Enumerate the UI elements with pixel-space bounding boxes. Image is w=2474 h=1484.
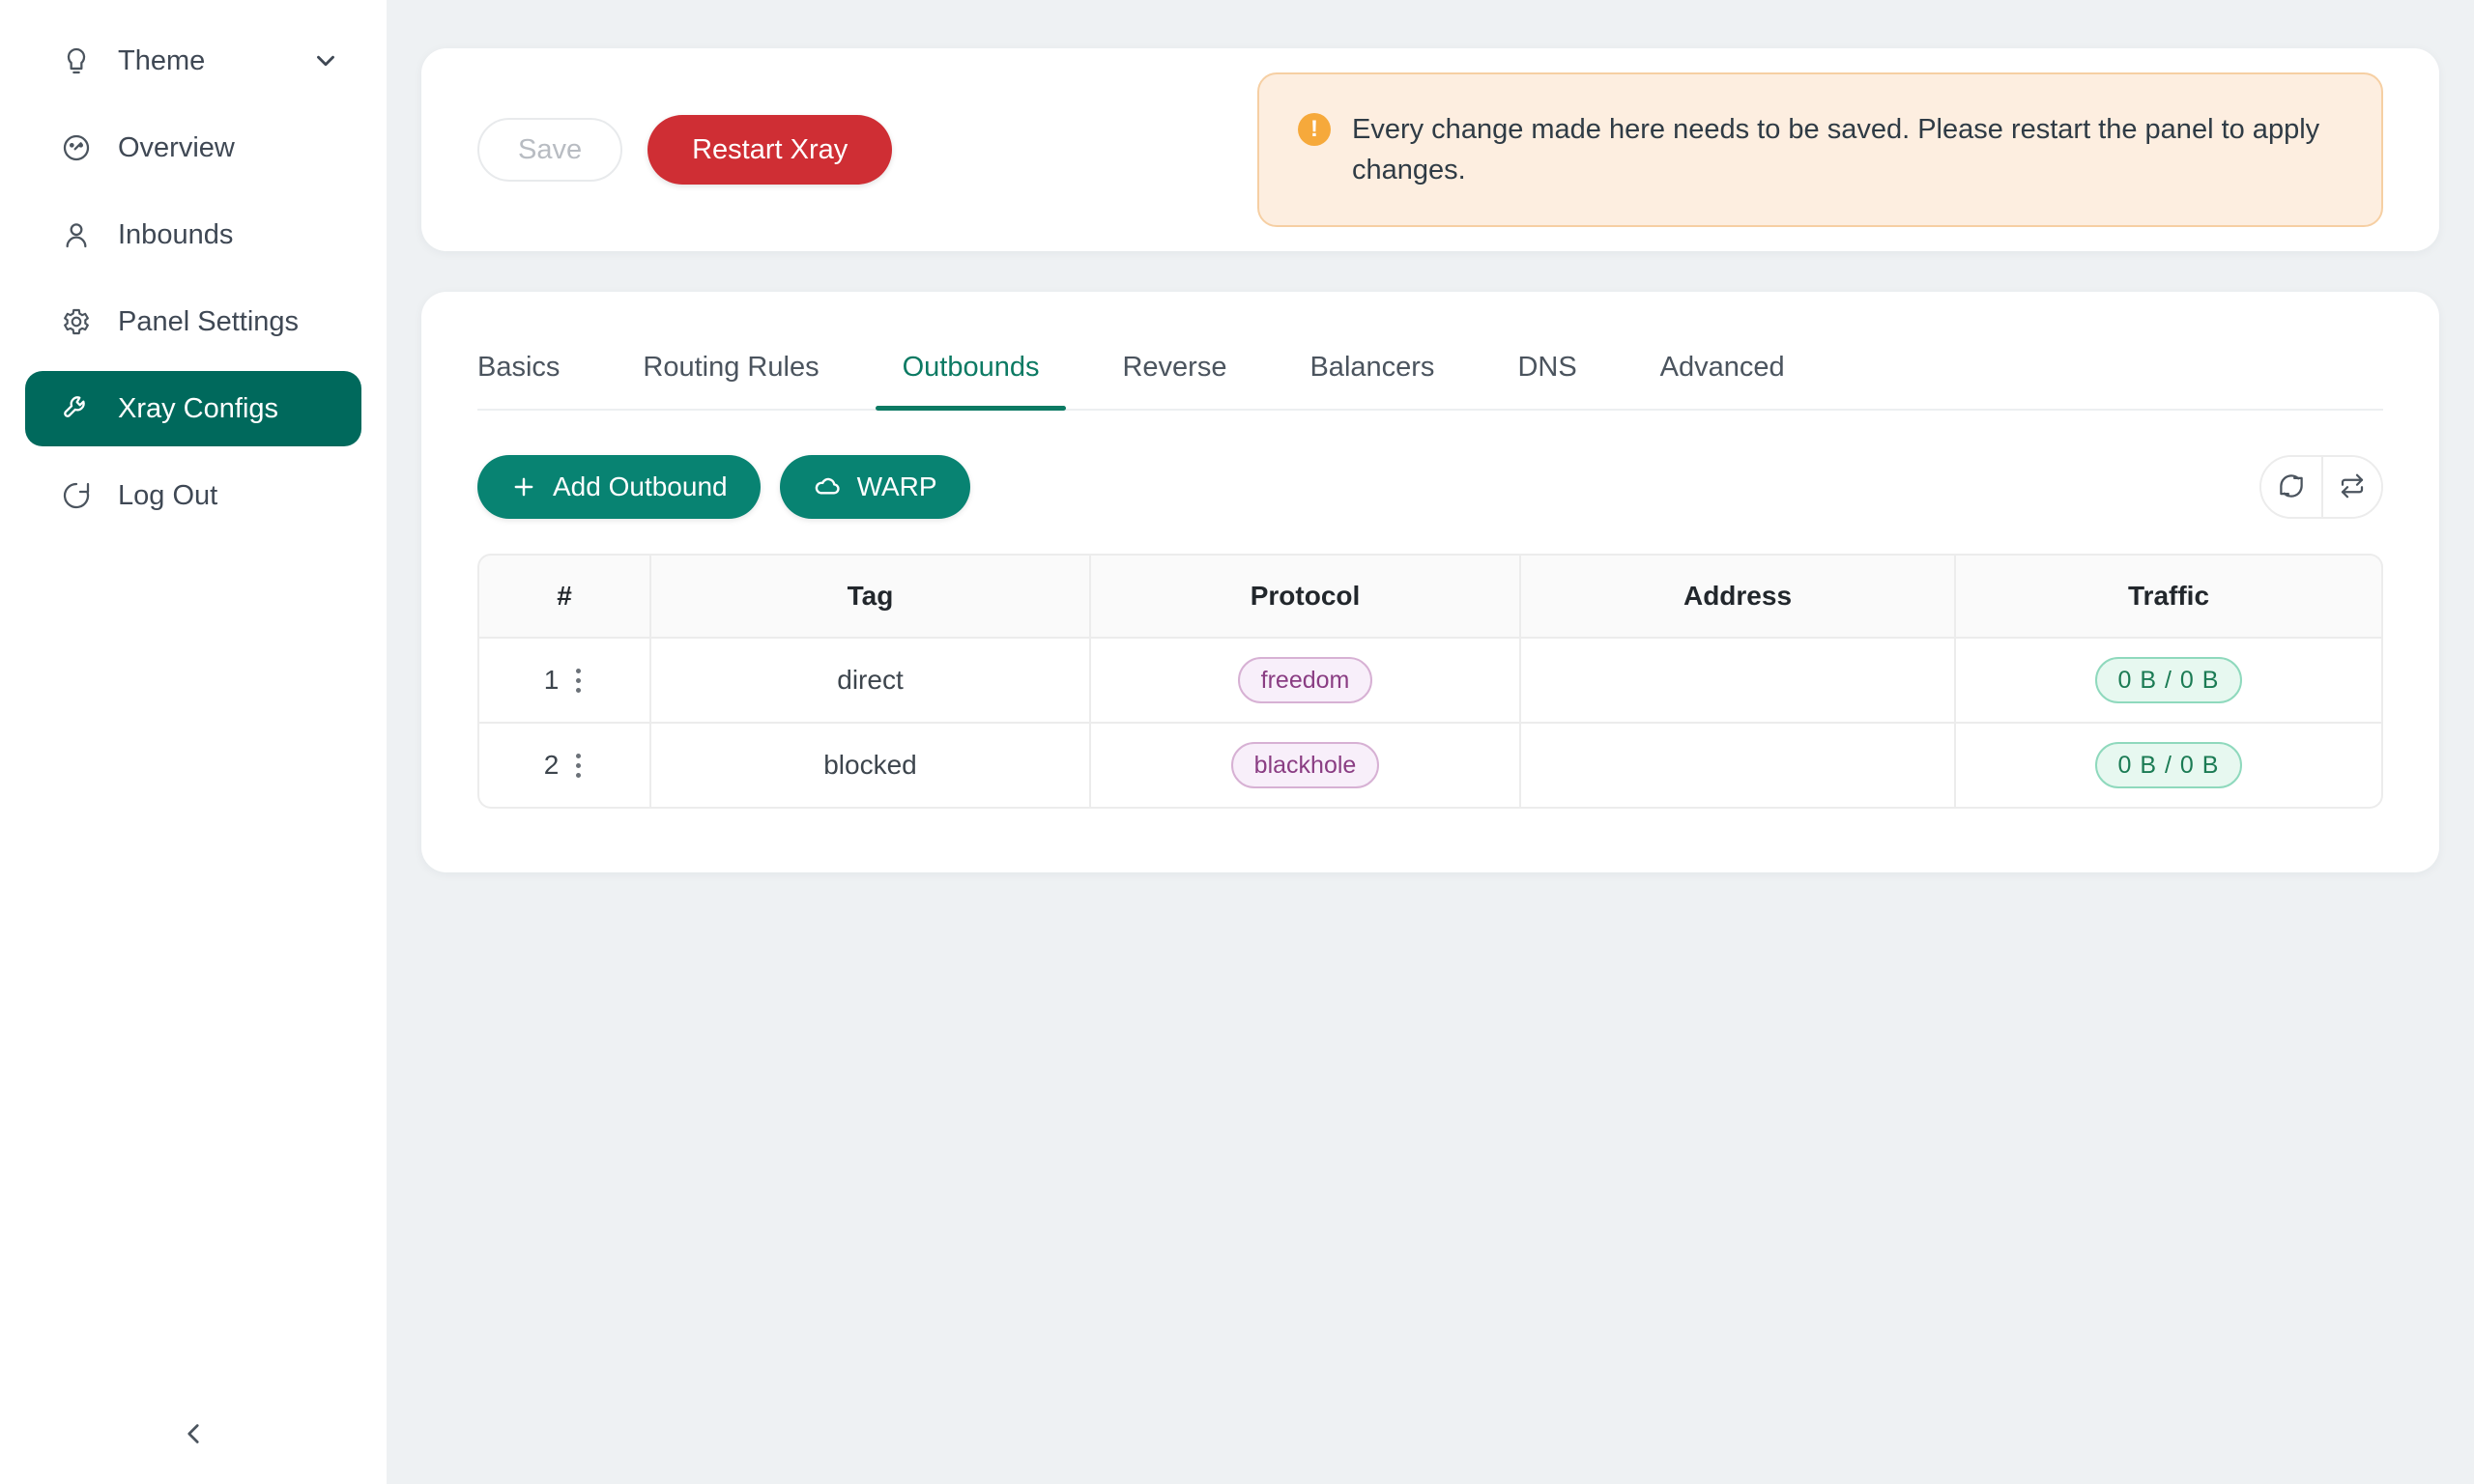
row-traffic-cell: 0 B / 0 B xyxy=(1956,639,2383,724)
bulb-icon xyxy=(60,44,93,77)
repeat-icon xyxy=(2338,471,2367,503)
row-num-cell: 1 xyxy=(477,639,651,724)
more-vertical-icon[interactable] xyxy=(572,665,585,697)
traffic-badge: 0 B / 0 B xyxy=(2094,742,2243,788)
config-tabs: Basics Routing Rules Outbounds Reverse B… xyxy=(477,292,2383,411)
table-tools xyxy=(2259,455,2383,519)
cloud-icon xyxy=(813,472,842,501)
sidebar-item-panel-settings[interactable]: Panel Settings xyxy=(25,284,361,359)
sidebar-item-label: Panel Settings xyxy=(118,305,300,337)
sidebar-item-label: Xray Configs xyxy=(118,392,279,424)
row-protocol-cell: blackhole xyxy=(1091,724,1521,809)
tab-reverse[interactable]: Reverse xyxy=(1122,352,1227,383)
sidebar-item-inbounds[interactable]: Inbounds xyxy=(25,197,361,272)
warning-icon: ! xyxy=(1298,112,1331,146)
table-row[interactable]: 2 blocked blackhole 0 B / 0 B xyxy=(477,724,2383,809)
sidebar: Theme Overview Inbounds xyxy=(0,0,387,1484)
sidebar-item-label: Log Out xyxy=(118,479,218,511)
table-header-row: # Tag Protocol Address Traffic xyxy=(477,554,2383,639)
add-outbound-button[interactable]: Add Outbound xyxy=(477,455,761,519)
refresh-button[interactable] xyxy=(2261,457,2321,517)
warp-label: WARP xyxy=(856,471,937,501)
sidebar-item-label: Theme xyxy=(118,44,206,76)
row-tag: blocked xyxy=(651,724,1091,809)
column-header-address: Address xyxy=(1521,554,1956,639)
sidebar-item-xray-configs[interactable]: Xray Configs xyxy=(25,371,361,446)
outbounds-table: # Tag Protocol Address Traffic 1 xyxy=(477,554,2383,809)
chevron-left-icon xyxy=(177,1417,210,1455)
refresh-icon xyxy=(2277,471,2306,503)
gauge-icon xyxy=(60,131,93,164)
row-tag: direct xyxy=(651,639,1091,724)
column-header-protocol: Protocol xyxy=(1091,554,1521,639)
tab-basics[interactable]: Basics xyxy=(477,352,561,383)
repeat-toggle-button[interactable] xyxy=(2321,457,2381,517)
tab-outbounds[interactable]: Outbounds xyxy=(875,352,1067,411)
main-content: Save Restart Xray ! Every change made he… xyxy=(387,0,2474,1484)
sidebar-item-label: Overview xyxy=(118,131,235,163)
plus-icon xyxy=(510,473,537,500)
sidebar-collapse-button[interactable] xyxy=(0,1417,387,1455)
alert-message: Every change made here needs to be saved… xyxy=(1352,113,2320,186)
xray-configs-card: Basics Routing Rules Outbounds Reverse B… xyxy=(421,292,2439,872)
wrench-icon xyxy=(60,392,93,425)
row-address xyxy=(1521,724,1956,809)
sidebar-item-overview[interactable]: Overview xyxy=(25,110,361,186)
column-header-num: # xyxy=(477,554,651,639)
column-header-tag: Tag xyxy=(651,554,1091,639)
tab-routing-rules[interactable]: Routing Rules xyxy=(643,352,820,383)
protocol-badge: freedom xyxy=(1237,657,1373,703)
user-icon xyxy=(60,218,93,251)
save-warning-alert: ! Every change made here needs to be sav… xyxy=(1257,71,2383,228)
traffic-badge: 0 B / 0 B xyxy=(2094,657,2243,703)
sidebar-item-log-out[interactable]: Log Out xyxy=(25,458,361,533)
row-index: 1 xyxy=(543,665,560,695)
save-button[interactable]: Save xyxy=(477,118,623,182)
row-protocol-cell: freedom xyxy=(1091,639,1521,724)
table-row[interactable]: 1 direct freedom 0 B / 0 B xyxy=(477,639,2383,724)
toolbar-card: Save Restart Xray ! Every change made he… xyxy=(421,48,2439,251)
logout-icon xyxy=(60,479,93,512)
sidebar-item-theme[interactable]: Theme xyxy=(25,23,361,99)
sidebar-item-label: Inbounds xyxy=(118,218,234,250)
add-outbound-label: Add Outbound xyxy=(553,471,728,501)
column-header-traffic: Traffic xyxy=(1956,554,2383,639)
outbounds-actions: Add Outbound WARP xyxy=(477,455,2383,519)
chevron-down-icon[interactable] xyxy=(311,46,340,75)
gear-icon xyxy=(60,305,93,338)
restart-xray-button[interactable]: Restart Xray xyxy=(647,115,893,185)
tab-dns[interactable]: DNS xyxy=(1517,352,1577,383)
tab-balancers[interactable]: Balancers xyxy=(1309,352,1435,383)
row-index: 2 xyxy=(543,750,560,780)
warp-button[interactable]: WARP xyxy=(779,455,970,519)
row-num-cell: 2 xyxy=(477,724,651,809)
tab-advanced[interactable]: Advanced xyxy=(1659,352,1785,383)
protocol-badge: blackhole xyxy=(1230,742,1380,788)
row-address xyxy=(1521,639,1956,724)
more-vertical-icon[interactable] xyxy=(572,750,585,782)
row-traffic-cell: 0 B / 0 B xyxy=(1956,724,2383,809)
